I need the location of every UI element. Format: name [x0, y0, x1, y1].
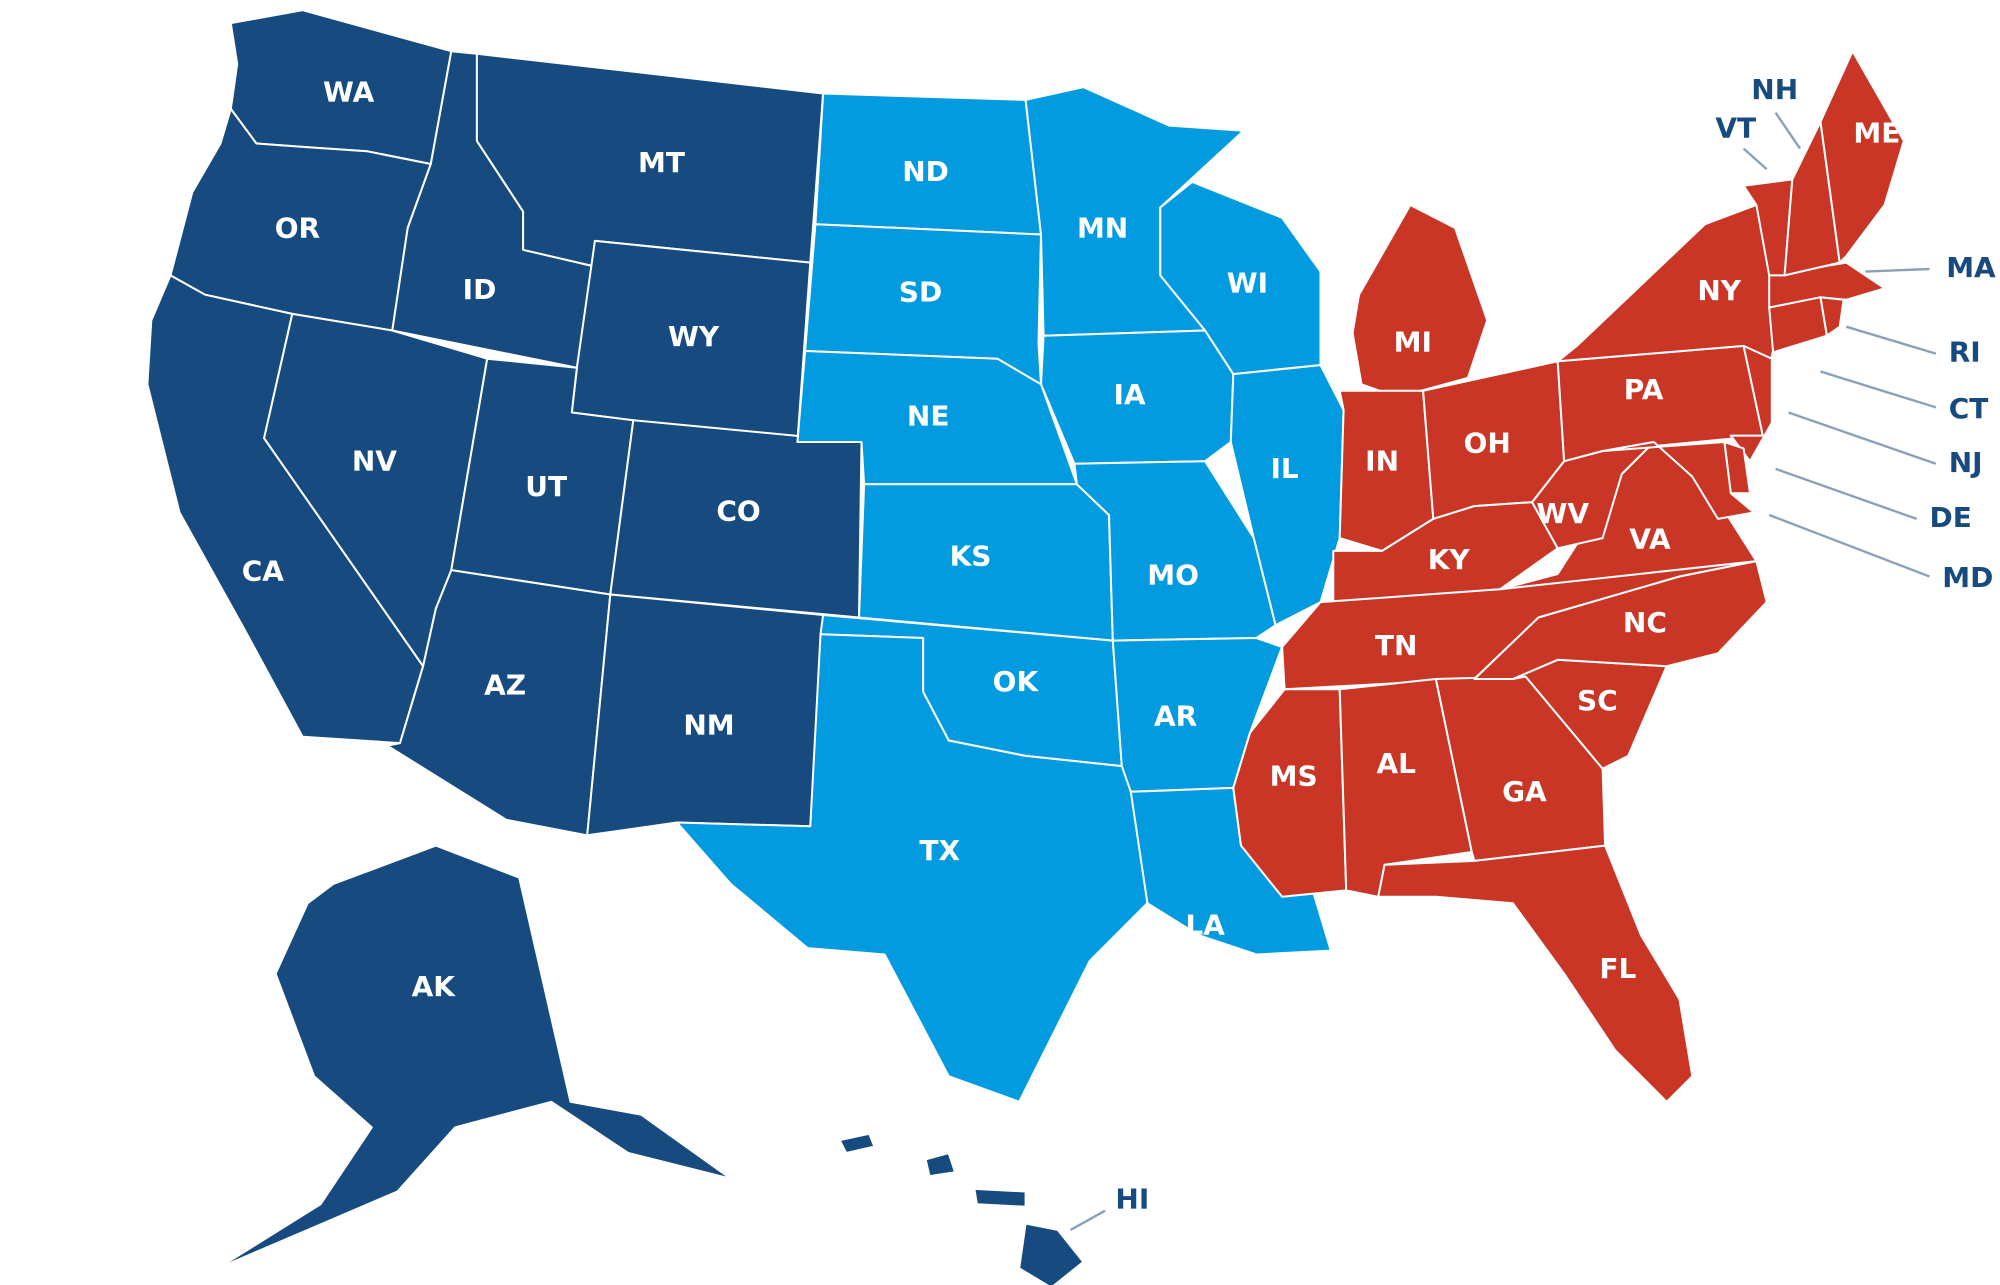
state-label-mo: MO	[1147, 559, 1199, 592]
callout-line-hi	[1069, 1209, 1106, 1231]
callout-label-ct: CT	[1949, 392, 1989, 425]
callout-label-hi: HI	[1115, 1182, 1149, 1215]
state-label-pa: PA	[1624, 373, 1664, 406]
state-md	[1601, 441, 1755, 520]
state-nc	[1473, 560, 1768, 680]
state-label-fl: FL	[1599, 952, 1636, 985]
state-label-wv: WV	[1537, 497, 1590, 530]
callout-line-ri	[1845, 325, 1937, 355]
callout-line-ct	[1820, 370, 1937, 409]
state-label-ar: AR	[1154, 699, 1197, 732]
callout-label-md: MD	[1942, 561, 1993, 594]
callout-line-md	[1768, 513, 1930, 578]
state-label-nc: NC	[1623, 606, 1667, 639]
state-label-in: IN	[1365, 445, 1399, 478]
state-mi	[1351, 204, 1489, 399]
state-ms	[1232, 688, 1348, 898]
state-label-ak: AK	[412, 970, 457, 1003]
state-label-wa: WA	[323, 76, 375, 109]
callout-label-ri: RI	[1949, 336, 1981, 369]
state-label-tn: TN	[1375, 629, 1418, 662]
callout-label-nj: NJ	[1949, 446, 1983, 479]
state-tx	[675, 633, 1149, 1103]
state-label-nm: NM	[683, 708, 734, 741]
state-label-ca: CA	[242, 555, 285, 588]
state-label-ne: NE	[907, 400, 950, 433]
states-layer	[146, 9, 1905, 1285]
state-label-nd: ND	[902, 155, 949, 188]
state-label-ut: UT	[525, 470, 567, 503]
state-label-va: VA	[1629, 523, 1671, 556]
state-label-wi: WI	[1227, 266, 1268, 299]
state-label-ok: OK	[993, 665, 1040, 698]
callout-line-ma	[1865, 267, 1930, 273]
state-label-ny: NY	[1697, 274, 1741, 307]
state-label-az: AZ	[484, 669, 526, 702]
state-ny	[1556, 204, 1790, 367]
callout-line-nj	[1788, 411, 1937, 465]
state-label-co: CO	[716, 495, 760, 528]
state-label-mt: MT	[638, 146, 685, 179]
state-label-mi: MI	[1394, 325, 1432, 358]
state-label-or: OR	[275, 211, 320, 244]
callout-line-nh	[1774, 112, 1801, 150]
state-label-il: IL	[1270, 452, 1298, 485]
state-label-id: ID	[463, 273, 497, 306]
state-hi-part	[924, 1152, 957, 1178]
state-hi-part	[973, 1187, 1027, 1208]
state-label-tx: TX	[919, 834, 960, 867]
state-fl	[1377, 844, 1694, 1103]
labels-layer: WA OR CA ID NV MT WY UT CO AZ NM AK ND SD NE KS OK TX MN IA…	[242, 76, 1901, 1003]
state-ak	[216, 844, 732, 1270]
state-label-sd: SD	[899, 275, 942, 308]
state-label-al: AL	[1376, 747, 1416, 780]
state-label-ks: KS	[950, 539, 992, 572]
callout-label-vt: VT	[1715, 111, 1756, 144]
state-ma	[1768, 261, 1886, 309]
state-me	[1819, 50, 1905, 264]
state-label-wy: WY	[668, 320, 720, 353]
state-ca	[146, 274, 425, 745]
state-label-ga: GA	[1502, 775, 1547, 808]
state-label-la: LA	[1185, 908, 1225, 941]
callouts-layer: NH VT MA RI CT NJ DE MD HI	[1069, 73, 1996, 1231]
callout-label-nh: NH	[1751, 73, 1798, 106]
callout-label-ma: MA	[1946, 251, 1996, 284]
state-label-mn: MN	[1077, 211, 1128, 244]
state-label-ms: MS	[1270, 760, 1318, 793]
state-nj	[1729, 344, 1773, 463]
state-label-oh: OH	[1464, 427, 1511, 460]
state-label-me: ME	[1853, 117, 1900, 150]
callout-line-de	[1775, 467, 1918, 521]
state-label-nv: NV	[352, 445, 397, 478]
state-label-ia: IA	[1113, 378, 1145, 411]
callout-line-vt	[1742, 147, 1768, 170]
state-label-ky: KY	[1428, 543, 1471, 576]
state-label-sc: SC	[1577, 684, 1618, 717]
state-hi-part	[1018, 1222, 1085, 1285]
callout-label-de: DE	[1930, 501, 1972, 534]
state-hi-part	[838, 1132, 876, 1154]
state-vt	[1742, 178, 1794, 277]
